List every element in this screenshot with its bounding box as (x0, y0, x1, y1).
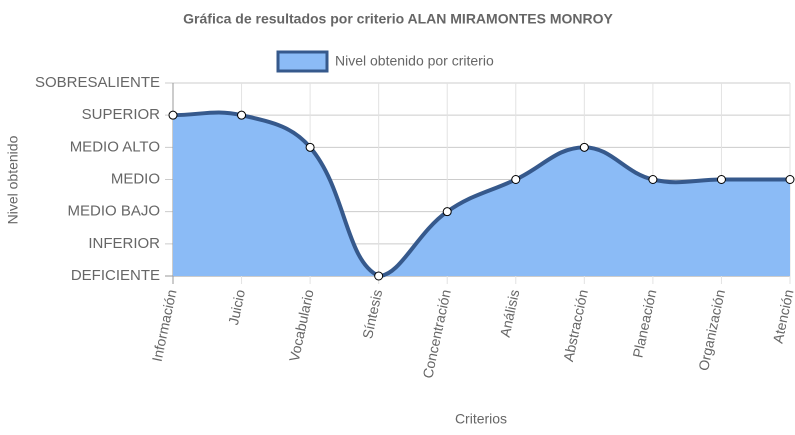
point (374, 271, 384, 281)
chart-title: Gráfica de resultados por criterio ALAN … (183, 11, 613, 27)
point (511, 175, 521, 184)
y-tick-label: MEDIO (111, 170, 160, 187)
y-tick-label: SOBRESALIENTE (35, 74, 160, 91)
point (442, 207, 452, 217)
x-tick-label: Abstracción (560, 288, 591, 363)
y-tick-label: DEFICIENTE (71, 267, 160, 284)
x-tick-label: Atención (770, 288, 795, 345)
point (648, 175, 658, 184)
y-tick-label: SUPERIOR (82, 106, 161, 123)
point (716, 175, 726, 184)
x-tick-label: Planeación (629, 288, 659, 359)
y-tick-label: INFERIOR (88, 235, 160, 252)
point (305, 142, 315, 152)
y-tick-label: MEDIO ALTO (70, 138, 160, 155)
line (172, 110, 790, 279)
point (237, 110, 247, 120)
x-tick-label: Vocabulario (286, 288, 317, 363)
point (785, 175, 795, 184)
x-tick-label: Juicio (225, 288, 248, 327)
y-tick-label: MEDIO BAJO (67, 203, 160, 220)
x-tick-label: Síntesis (359, 288, 385, 340)
point (579, 142, 589, 152)
x-tick-label: Información (149, 288, 180, 363)
x-tick-label: Concentración (419, 288, 453, 380)
legend-swatch (276, 50, 329, 73)
x-tick-label: Análisis (497, 288, 523, 339)
x-tick-label: Organización (695, 288, 728, 372)
x-axis-title: Criterios (455, 411, 507, 427)
y-axis-title: Nivel obtenido (5, 135, 21, 224)
legend-label: Nivel obtenido por criterio (335, 53, 494, 69)
point (168, 110, 178, 120)
